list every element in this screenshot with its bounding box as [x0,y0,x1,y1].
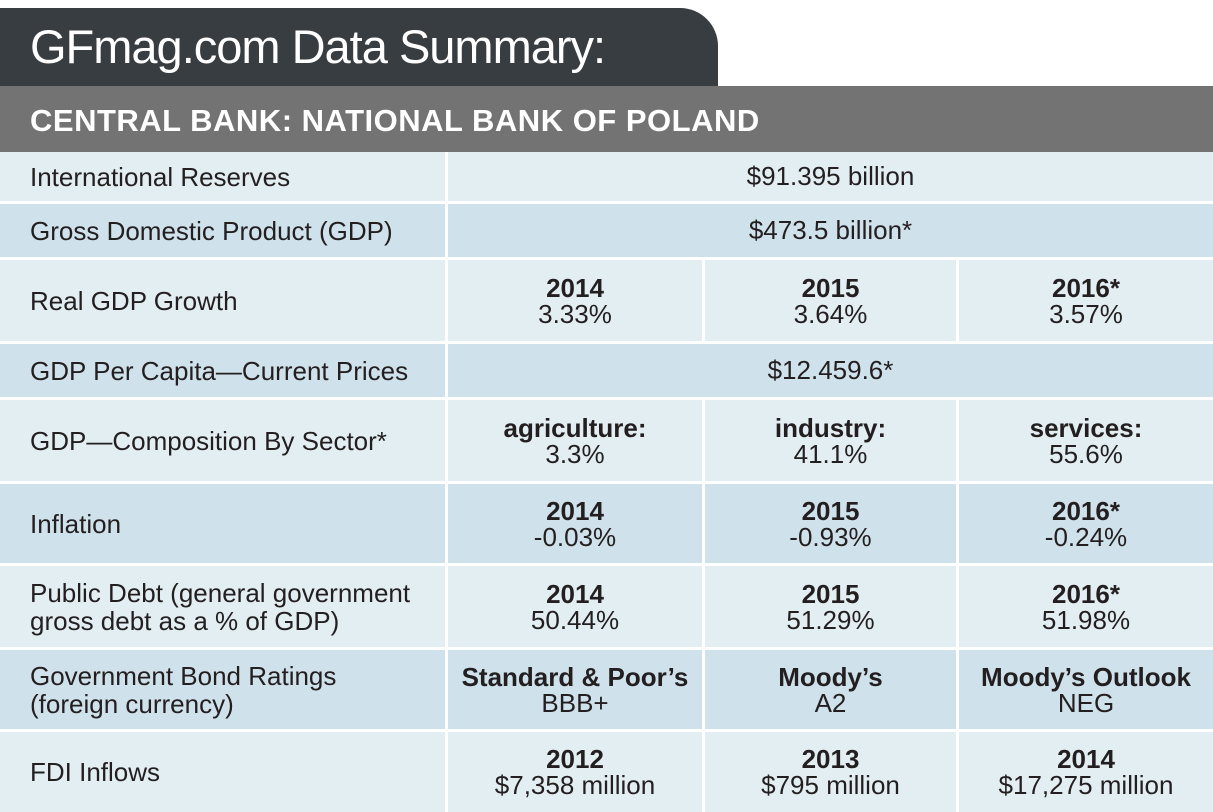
table-cell: 2014 -0.03% [448,484,705,563]
cell-value: 41.1% [793,438,868,469]
cell-heading: 2016* [1052,272,1120,303]
table-cell: 2016* 51.98% [959,566,1213,647]
row-fdi-inflows: FDI Inflows 2012 $7,358 million 2013 $79… [0,732,1213,812]
cell-heading: Moody’s Outlook [981,661,1191,692]
row-value: $91.395 billion [746,161,915,191]
cell-value: 3.64% [793,298,868,329]
cell-heading: Standard & Poor’s [461,661,689,692]
row-value: $473.5 billion* [748,215,913,245]
cell-heading: 2014 [546,495,604,526]
cell-value: BBB+ [541,687,609,718]
cell-value: -0.03% [533,521,617,552]
cell-value: 51.29% [786,604,875,635]
row-inflation: Inflation 2014 -0.03% 2015 -0.93% 2016* … [0,484,1213,566]
cell-value: 50.44% [530,604,620,635]
table-cell: industry: 41.1% [705,400,959,481]
cell-heading: 2015 [801,495,860,526]
cell-heading: agriculture: [503,412,647,443]
row-gdp: Gross Domestic Product (GDP) $473.5 bill… [0,204,1213,260]
row-label: Inflation [0,484,448,563]
table-cell: 2014 50.44% [448,566,705,647]
cell-value: 51.98% [1041,604,1131,635]
row-label: GDP Per Capita—Current Prices [0,344,448,397]
row-value: $12.459.6* [767,355,894,385]
cell-heading: services: [1029,412,1143,443]
row-label-line: (foreign currency) [30,688,234,719]
row-label: FDI Inflows [0,732,448,812]
cell-value: 3.3% [545,438,605,469]
table-cell: 2016* -0.24% [959,484,1213,563]
cell-heading: Moody’s [778,661,883,692]
cell-value: NEG [1057,687,1115,718]
row-international-reserves: International Reserves $91.395 billion [0,152,1213,204]
table-cell: 2013 $795 million [705,732,959,812]
table-cell: 2015 51.29% [705,566,959,647]
row-bond-ratings: Government Bond Ratings (foreign currenc… [0,650,1213,732]
row-label: Government Bond Ratings (foreign currenc… [0,650,448,729]
row-label: Public Debt (general government gross de… [0,566,448,647]
table-cell: services: 55.6% [959,400,1213,481]
cell-value: -0.24% [1044,521,1128,552]
cell-value: 3.33% [538,298,612,329]
cell-value: $7,358 million [494,770,656,800]
cell-heading: 2013 [801,744,860,774]
page-title: GFmag.com Data Summary: Poland [0,8,718,151]
cell-heading: 2014 [546,272,604,303]
row-gdp-composition: GDP—Composition By Sector* agriculture: … [0,400,1213,484]
cell-value: -0.93% [789,521,872,552]
row-public-debt: Public Debt (general government gross de… [0,566,1213,650]
table-cell: 2015 3.64% [705,260,959,341]
row-label: International Reserves [0,152,448,201]
table-cell: Moody’s Outlook NEG [959,650,1213,729]
table-cell: 2015 -0.93% [705,484,959,563]
cell-heading: 2016* [1052,495,1120,526]
table-cell: 2014 $17,275 million [959,732,1213,812]
central-bank-header: CENTRAL BANK: NATIONAL BANK OF POLAND [0,86,1213,152]
cell-heading: industry: [774,412,887,443]
table-cell: Moody’s A2 [705,650,959,729]
cell-value: 3.57% [1049,298,1123,329]
row-label: GDP—Composition By Sector* [0,400,448,481]
row-label-line: Government Bond Ratings [30,660,337,691]
cell-value: 55.6% [1049,438,1123,469]
table-cell: 2012 $7,358 million [448,732,705,812]
table-cell: 2014 3.33% [448,260,705,341]
cell-heading: 2015 [801,272,860,303]
cell-value: A2 [814,687,847,718]
row-gdp-per-capita: GDP Per Capita—Current Prices $12.459.6* [0,344,1213,400]
cell-heading: 2012 [546,744,604,774]
row-label: Real GDP Growth [0,260,448,341]
row-real-gdp-growth: Real GDP Growth 2014 3.33% 2015 3.64% 20… [0,260,1213,344]
row-label-line: Public Debt (general government [30,577,411,608]
cell-value: $795 million [761,770,900,800]
table-cell: 2016* 3.57% [959,260,1213,341]
row-label-line: gross debt as a % of GDP) [30,605,340,636]
row-label: Gross Domestic Product (GDP) [0,204,448,257]
data-table: International Reserves $91.395 billion G… [0,152,1213,812]
cell-value: $17,275 million [998,770,1174,800]
cell-heading: 2015 [801,578,860,609]
cell-heading: 2014 [1057,744,1115,774]
cell-heading: 2016* [1052,578,1120,609]
table-cell: Standard & Poor’s BBB+ [448,650,705,729]
cell-heading: 2014 [546,578,604,609]
table-cell: agriculture: 3.3% [448,400,705,481]
